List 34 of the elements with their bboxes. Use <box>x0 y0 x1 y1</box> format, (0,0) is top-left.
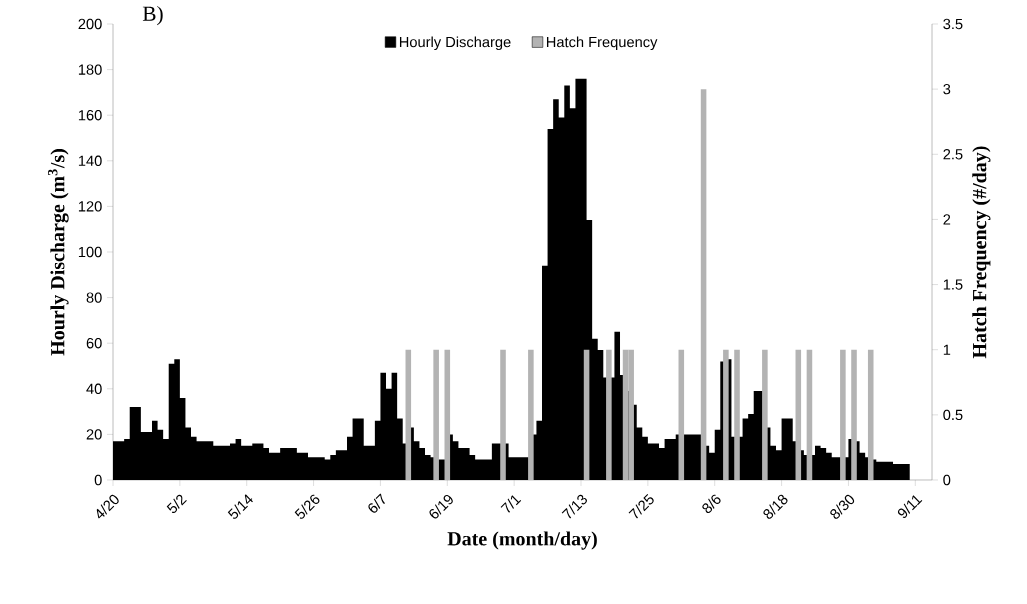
y2-tick-label: 2 <box>943 214 951 225</box>
y2-tick-label: 2.5 <box>943 149 963 160</box>
x-tick-label: 7/1 <box>500 495 522 513</box>
y2-tick-label: 0 <box>943 474 951 486</box>
y-tick-label: 0 <box>94 474 102 486</box>
x-tick-label: 4/20 <box>96 494 119 519</box>
y2-tick-label: 0.5 <box>943 409 963 421</box>
x-axis-title: Date (month/day) <box>447 531 597 550</box>
x-tick-label: 9/11 <box>897 495 923 519</box>
legend-label: Hourly Discharge <box>399 36 511 51</box>
y-tick-label: 60 <box>86 338 102 349</box>
y2-tick-label: 3 <box>943 83 951 95</box>
x-tick-label: 8/30 <box>830 494 855 519</box>
y-tick-label: 200 <box>78 18 102 30</box>
y-tick-label: 20 <box>86 429 102 440</box>
y-axis-title: Hourly Discharge (m$^{3}$/s) <box>48 149 69 356</box>
legend-label: Hatch Frequency <box>546 36 658 51</box>
y-tick-label: 120 <box>78 201 102 212</box>
y-tick-label: 160 <box>78 110 102 121</box>
y-tick-label: 100 <box>78 246 102 258</box>
y-tick-label: 40 <box>86 383 102 394</box>
y2-tick-label: 1 <box>943 344 951 355</box>
x-tick-label: 8/6 <box>702 494 721 514</box>
annotation: B) <box>142 5 163 26</box>
y2-axis-title: Hatch Frequency (#/day) <box>972 146 991 359</box>
y-tick-label: 80 <box>86 292 102 303</box>
x-tick-label: 6/19 <box>429 494 453 519</box>
y-tick-label: 180 <box>78 64 102 75</box>
x-tick-label: 6/7 <box>368 493 385 513</box>
x-tick-label: 7/25 <box>628 493 654 519</box>
y2-tick-label: 1.5 <box>943 279 963 290</box>
y-tick-label: 140 <box>78 155 102 166</box>
y2-tick-label: 3.5 <box>943 18 963 30</box>
x-tick-label: 5/2 <box>166 494 187 514</box>
